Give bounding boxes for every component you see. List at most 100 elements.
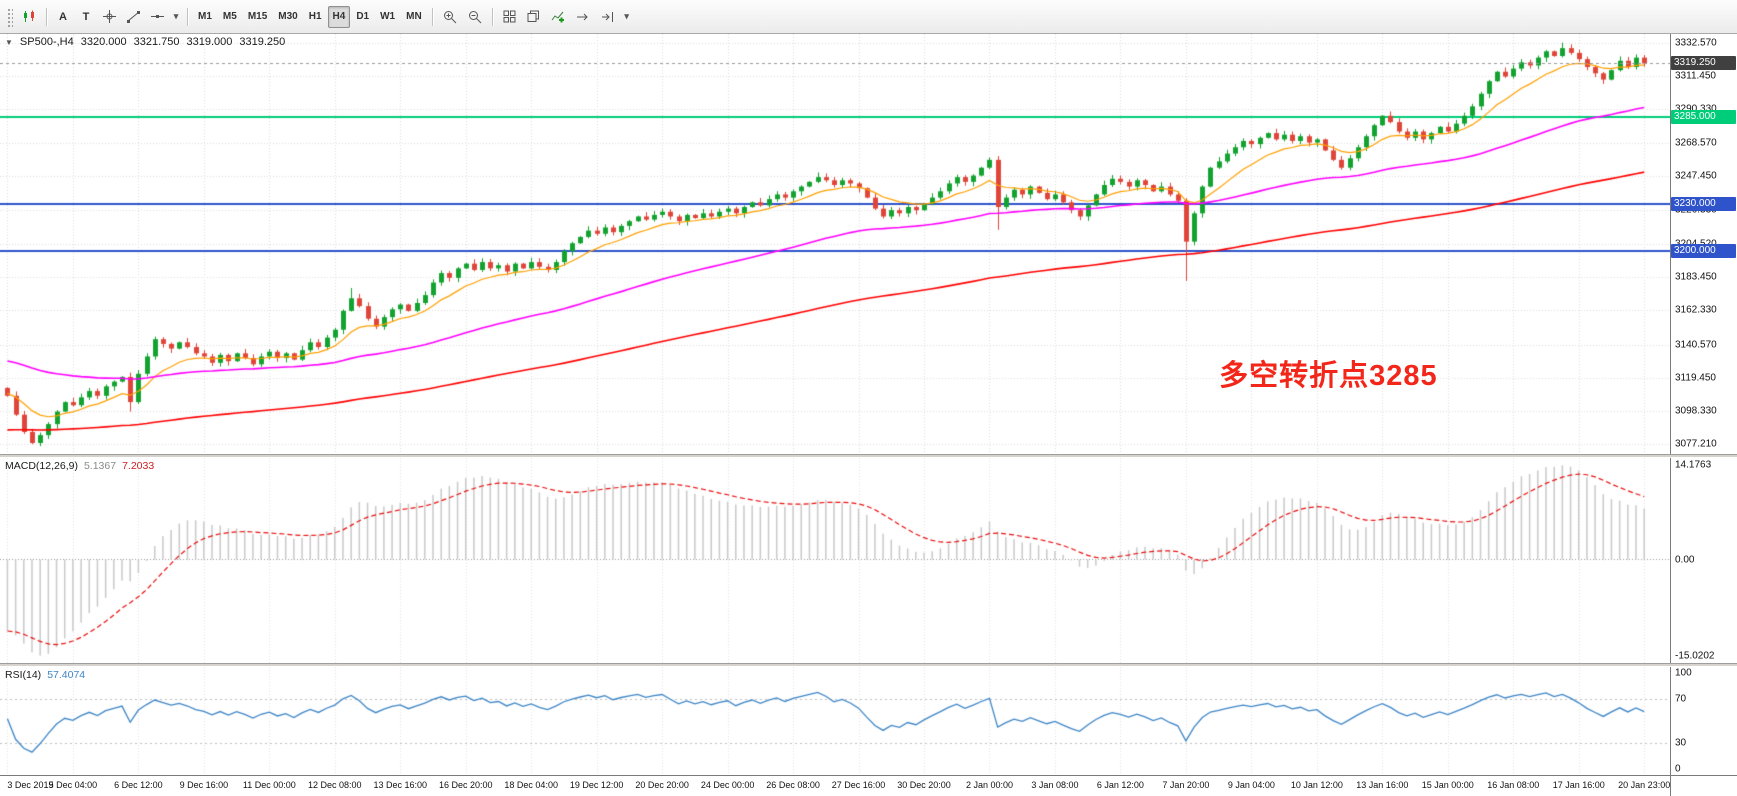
toolbar-grip[interactable] [6, 6, 13, 27]
open-value: 3320.000 [80, 36, 127, 48]
charts-button[interactable] [17, 6, 41, 28]
price-tick: 3077.210 [1675, 438, 1717, 450]
price-tick: 3162.330 [1675, 304, 1717, 316]
macd-axis[interactable]: 14.1763 0.00 -15.0202 [1670, 458, 1737, 663]
rsi-value: 57.4074 [47, 669, 86, 681]
price-tick: 3119.450 [1675, 372, 1716, 384]
timeframe-m1[interactable]: M1 [193, 6, 217, 28]
time-label: 6 Dec 12:00 [114, 780, 163, 790]
timeframe-m15[interactable]: M15 [243, 6, 272, 28]
macd-signal-value: 7.2033 [122, 460, 155, 472]
rsi-axis-label: 30 [1675, 737, 1687, 749]
timeframe-m30[interactable]: M30 [273, 6, 302, 28]
axis-corner [1670, 776, 1737, 796]
auto-scroll-button[interactable] [571, 6, 595, 28]
time-label: 10 Jan 12:00 [1290, 780, 1343, 790]
timeframe-d1[interactable]: D1 [351, 6, 374, 28]
chart-shift-button[interactable] [596, 6, 620, 28]
toolbar-separator [187, 7, 188, 26]
price-level-badge: 3200.000 [1671, 244, 1736, 259]
rsi-axis[interactable]: 100 70 30 0 [1670, 667, 1737, 775]
time-label: 9 Jan 04:00 [1227, 780, 1275, 790]
low-value: 3319.000 [186, 36, 233, 48]
candlestick-chart-icon [24, 10, 34, 22]
time-label: 12 Dec 08:00 [308, 780, 362, 790]
price-tick: 3311.450 [1675, 70, 1716, 82]
timeframe-m5[interactable]: M5 [218, 6, 242, 28]
crosshair-tool-button[interactable] [98, 6, 121, 28]
horizontal-line-tool-button[interactable] [146, 6, 169, 28]
panel-splitter[interactable] [0, 663, 1737, 667]
timeframe-w1[interactable]: W1 [375, 6, 400, 28]
timeframe-toolbar: M1 M5 M15 M30 H1 H4 D1 W1 MN [193, 5, 427, 28]
price-level-badge: 3230.000 [1671, 196, 1736, 211]
time-label: 11 Dec 00:00 [242, 780, 296, 790]
timeframe-h4[interactable]: H4 [327, 5, 351, 28]
time-label: 19 Dec 12:00 [569, 780, 624, 790]
time-label: 2 Jan 00:00 [965, 780, 1014, 790]
macd-name: MACD(12,26,9) [5, 460, 78, 472]
add-indicator-icon [551, 11, 564, 23]
rsi-canvas[interactable] [0, 667, 1670, 775]
price-tick: 3268.570 [1675, 137, 1717, 149]
toolbar: A T ▾ M1 M5 M15 M30 H1 H4 D1 W1 MN [0, 0, 1737, 34]
time-label: 7 Jan 20:00 [1162, 780, 1210, 790]
indicators-button[interactable] [546, 6, 570, 28]
zoom-out-button[interactable] [463, 6, 487, 28]
time-label: 16 Jan 08:00 [1487, 780, 1540, 790]
price-tick: 3183.450 [1675, 271, 1717, 283]
cascade-windows-button[interactable] [522, 6, 545, 28]
cascade-windows-icon [527, 10, 539, 22]
tile-windows-icon [503, 10, 516, 23]
crosshair-icon [103, 10, 116, 23]
panel-splitter[interactable] [0, 454, 1737, 458]
toolbar-separator [491, 7, 493, 26]
time-label: 20 Jan 23:00 [1618, 780, 1670, 790]
time-label: 18 Dec 04:00 [504, 780, 558, 790]
macd-panel: MACD(12,26,9) 5.1367 7.2033 14.1763 0.00 -… [0, 458, 1737, 663]
trendline-tool-button[interactable] [122, 6, 145, 28]
chart-shift-icon [601, 11, 613, 22]
price-level-badge: 3285.000 [1671, 110, 1736, 125]
time-label: 15 Jan 00:00 [1421, 780, 1474, 790]
time-label: 3 Dec 2019 [7, 780, 54, 790]
macd-canvas[interactable] [0, 458, 1670, 663]
main-chart-panel: ▼ SP500-,H4 3320.000 3321.750 3319.000 3… [0, 34, 1737, 454]
zoom-in-icon [443, 10, 457, 23]
time-label: 16 Dec 20:00 [438, 780, 493, 790]
macd-main-value: 5.1367 [83, 460, 117, 472]
timeframe-h1[interactable]: H1 [304, 6, 327, 28]
horizontal-line-icon [151, 15, 164, 18]
price-tick: 3290.330 [1675, 103, 1717, 115]
toolbar-overflow[interactable]: ▾ [621, 6, 633, 28]
collapse-triangle-icon[interactable]: ▼ [5, 37, 13, 47]
price-tick: 3140.570 [1675, 339, 1717, 351]
candlestick-canvas[interactable] [0, 34, 1670, 454]
time-label: 9 Dec 16:00 [179, 780, 229, 790]
main-chart-plot[interactable]: ▼ SP500-,H4 3320.000 3321.750 3319.000 3… [0, 34, 1670, 454]
zoom-in-button[interactable] [438, 6, 462, 28]
ohlc-header: ▼ SP500-,H4 3320.000 3321.750 3319.000 3… [5, 36, 285, 48]
text-tool-button[interactable]: T [75, 6, 97, 28]
price-tick: 3332.570 [1675, 37, 1717, 49]
high-value: 3321.750 [133, 36, 180, 48]
rsi-panel: RSI(14) 57.4074 100 70 30 0 [0, 667, 1737, 775]
time-label: 24 Dec 00:00 [700, 780, 755, 790]
time-label: 5 Dec 04:00 [48, 780, 98, 790]
symbol-label: SP500-,H4 [19, 36, 74, 48]
line-studies-overflow[interactable]: ▾ [170, 6, 182, 28]
time-axis[interactable]: 3 Dec 2019 5 Dec 04:00 6 Dec 12:00 9 Dec 16… [0, 776, 1670, 796]
macd-axis-label: 0.00 [1675, 554, 1695, 565]
macd-plot[interactable]: MACD(12,26,9) 5.1367 7.2033 [0, 458, 1670, 663]
timeframe-mn[interactable]: MN [401, 6, 427, 28]
macd-label: MACD(12,26,9) 5.1367 7.2033 [5, 460, 154, 472]
annotation-text[interactable]: 多空转折点3285 [1219, 360, 1438, 392]
zoom-out-icon [468, 10, 482, 23]
rsi-axis-label: 70 [1675, 693, 1687, 705]
time-label: 26 Dec 08:00 [766, 780, 820, 790]
time-label: 30 Dec 20:00 [897, 780, 951, 790]
tile-windows-button[interactable] [498, 6, 521, 28]
rsi-plot[interactable]: RSI(14) 57.4074 [0, 667, 1670, 775]
price-axis[interactable]: 3332.570 3311.450 3290.330 3268.570 3247.450… [1670, 34, 1737, 454]
cursor-tool-button[interactable]: A [52, 6, 74, 28]
